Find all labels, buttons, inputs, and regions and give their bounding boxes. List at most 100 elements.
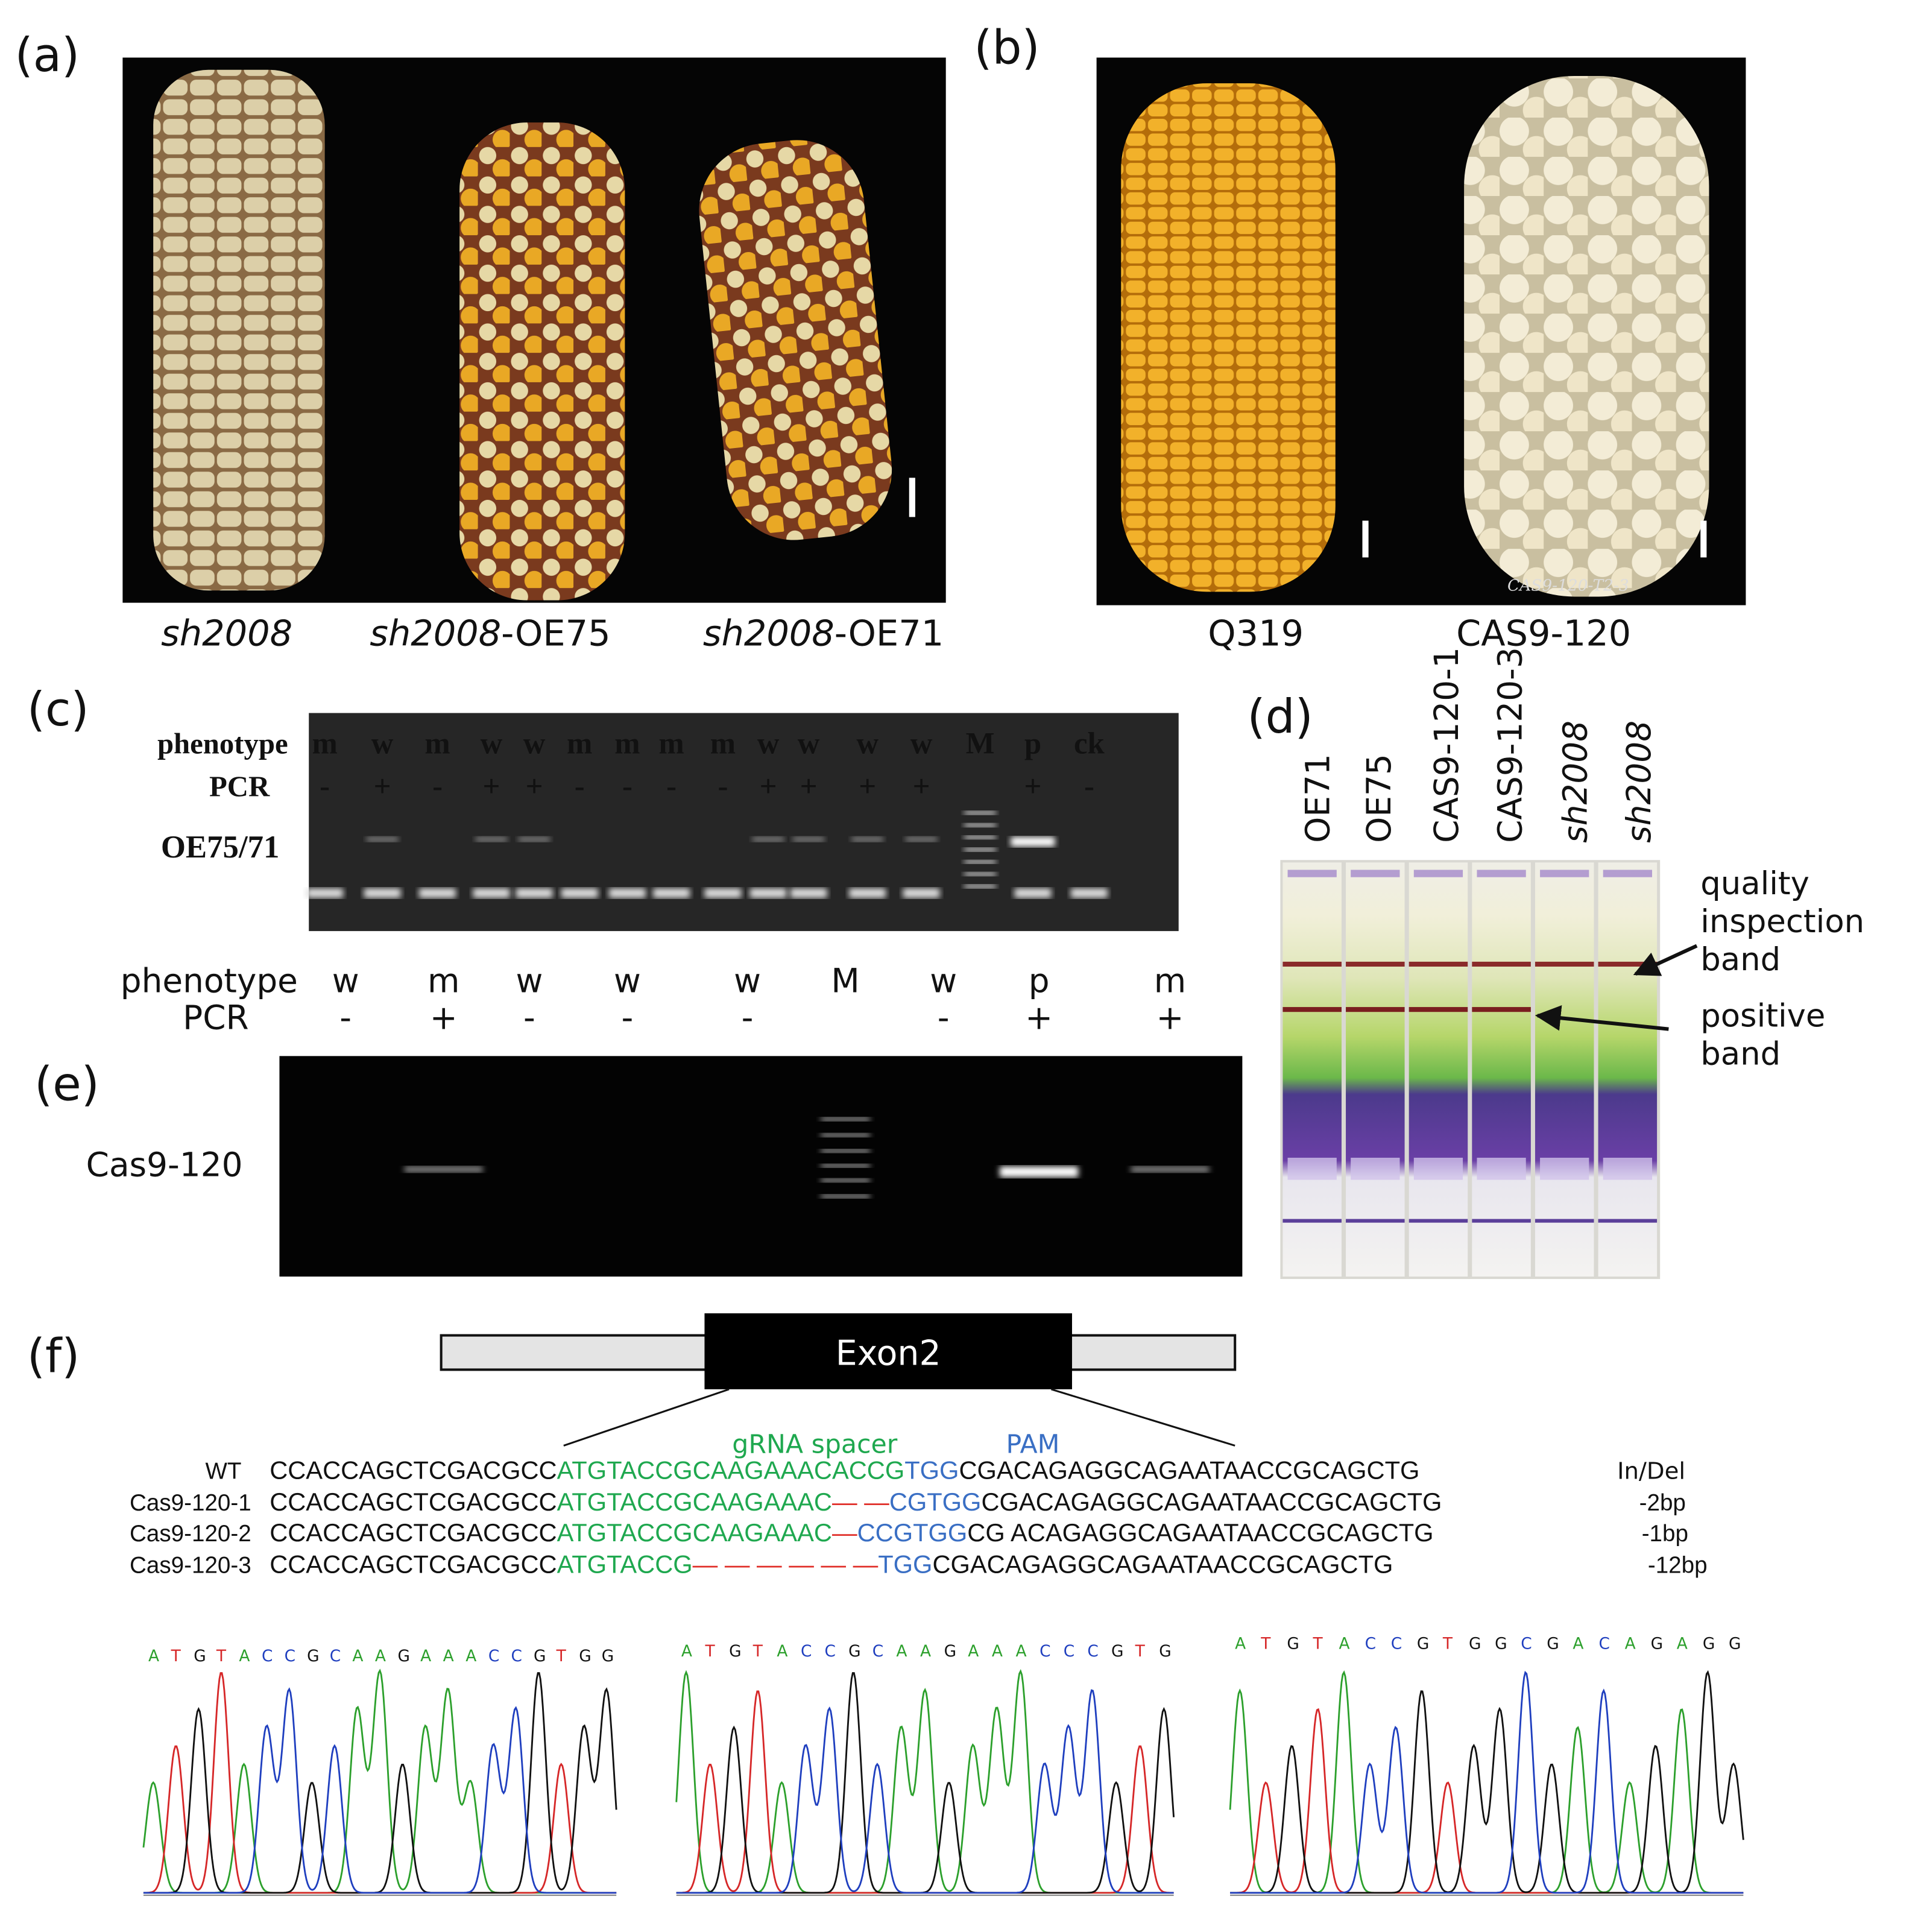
pcr-label: - [523,999,535,1037]
strip-line [1535,1219,1594,1223]
pam-label: PAM [1006,1430,1059,1460]
sequence-segment: CGACAGAGGCAGAATAACCGCAGCTG [981,1488,1442,1516]
phenotype-label: w [798,726,820,760]
phenotype-label: w [371,726,394,760]
panel-label: (b) [974,21,1040,75]
ladder-band [821,1178,870,1182]
sequence-segment: CCGTGG [857,1518,968,1547]
sequence-segment: CG ACAGAGGCAGAATAACCGCAGCTG [967,1518,1433,1547]
sequence-segment: CGACAGAGGCAGAATAACCGCAGCTG [959,1456,1419,1484]
corn-ear [1121,83,1336,592]
caption: sh2008-OE71 [703,613,944,654]
strip-mark [1603,870,1652,877]
sequence-segment: ATGTACCGCAAGAAAC [557,1488,832,1516]
gel-band [561,888,598,898]
strip-line [1598,1219,1658,1223]
quality-band [1346,961,1405,967]
sequence-segment: — — — — — — [693,1550,879,1579]
chromatogram [676,1672,1175,1894]
quality-band [1409,961,1468,967]
chromatogram [143,1672,617,1894]
phenotype-label: m [1154,962,1186,1000]
sequence: CCACCAGCTCGACGCCATGTACCGCAAGAAAC— —CGTGG… [270,1488,1442,1516]
strip-mark [1413,870,1463,877]
panel-label: (c) [27,683,89,737]
strip-mark [1540,1157,1589,1180]
spacer-label: gRNA spacer [732,1430,897,1460]
gel-band [792,836,825,842]
sequence-segment: CCACCAGCTCGACGCC [270,1488,557,1516]
phenotype-label: w [734,962,761,1000]
strip-line [1472,1219,1531,1223]
zoom-line [1050,1388,1235,1447]
strip-mark [1351,1157,1400,1180]
panel-label: (f) [27,1330,80,1384]
sequence-name: Cas9-120-2 [130,1521,251,1547]
pcr-label: - [320,769,330,803]
phenotype-label: ck [1074,726,1105,760]
test-strip [1409,862,1468,1277]
chromatogram [675,1669,1174,1894]
lane-label: CAS9-120-1 [1427,647,1466,843]
strip-mark [1413,1157,1463,1180]
ladder-band [964,823,996,827]
gel-band [1000,1166,1079,1178]
ladder-band [821,1117,870,1122]
chromatogram [1229,1670,1744,1894]
gel-band [306,888,344,898]
caption: Q319 [1208,613,1304,654]
annotation: band [1700,941,1781,978]
ladder-band [964,847,996,852]
caption: sh2008 [161,613,292,654]
arrow [1633,944,1698,976]
gel-band [516,888,553,898]
gel-band [704,888,742,898]
gel-band [790,888,827,898]
gel-band [366,836,399,842]
ladder-band [821,1164,870,1168]
sequence-segment: CCACCAGCTCGACGCC [270,1456,557,1484]
phenotype-label: w [481,726,503,760]
zoom-line [563,1388,730,1447]
quality-band [1282,961,1342,967]
pcr-label: + [1156,999,1184,1037]
strip-mark [1477,870,1526,877]
gel-band [1014,888,1052,898]
chromatogram [676,1690,1174,1894]
annotation: band [1700,1036,1781,1073]
strip-mark [1540,870,1589,877]
annotation: quality [1700,865,1809,902]
positive-band [1282,1007,1342,1012]
test-strip [1472,862,1531,1277]
row-label: OE75/71 [161,830,280,865]
pcr-label: - [718,769,728,803]
exon-box [704,1313,1072,1389]
scale-bar [909,478,915,517]
sequence-segment: CCACCAGCTCGACGCC [270,1518,557,1547]
sequence-name: Cas9-120-3 [130,1553,251,1579]
pcr-label: - [622,999,634,1037]
sequence: CCACCAGCTCGACGCCATGTACCGCAAGAAACACCGTGGC… [270,1456,1419,1484]
sequence-segment: CCACCAGCTCGACGCC [270,1550,557,1579]
pcr-label: - [575,769,585,803]
test-strip [1346,862,1405,1277]
caption-italic: sh2008 [161,613,292,654]
ladder-band [964,860,996,864]
sequence-segment: ATGTACCG [557,1550,693,1579]
gel-band [752,836,784,842]
phenotype-label: w [523,726,546,760]
phenotype-label: w [910,726,933,760]
strip-mark [1287,870,1337,877]
lane-label: CAS9-120-3 [1491,647,1530,843]
phenotype-label: m [312,726,337,760]
gel-band [364,888,401,898]
sequence-segment: TGG [878,1550,932,1579]
sequence-segment: — [832,1518,857,1547]
sequence-segment: — — [832,1488,889,1516]
sequence-segment: CGTGG [889,1488,982,1516]
chromatogram [676,1689,1174,1894]
exon-label: Exon2 [836,1333,941,1373]
